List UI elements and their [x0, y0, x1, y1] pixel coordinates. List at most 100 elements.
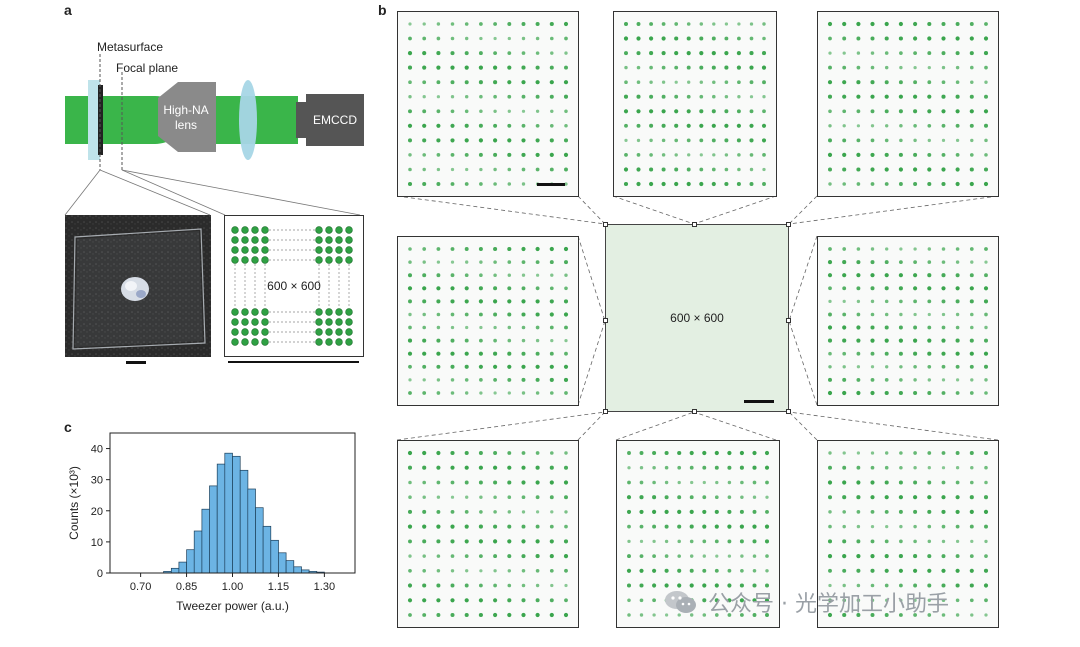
tweezer-spot	[535, 109, 540, 113]
tweezer-spot	[711, 181, 716, 187]
tweezer-spot	[714, 598, 719, 603]
schematic-spot	[251, 318, 259, 326]
tweezer-spot	[955, 325, 960, 330]
tweezer-spot	[493, 167, 497, 172]
tweezer-spot	[549, 138, 554, 143]
tweezer-spot	[649, 65, 653, 70]
tweezer-spot	[752, 480, 757, 485]
tweezer-spot	[535, 495, 540, 500]
tweezer-spot	[856, 338, 861, 343]
tweezer-spot	[699, 80, 703, 84]
tweezer-spot	[870, 480, 875, 485]
tweezer-spot	[749, 36, 754, 41]
panel-a-label: a	[64, 2, 72, 18]
tweezer-spot	[983, 509, 989, 514]
tweezer-spot	[422, 260, 426, 264]
tweezer-spot	[842, 338, 847, 343]
tweezer-spot	[422, 80, 427, 85]
tweezer-spot	[856, 260, 861, 265]
tweezer-spot	[711, 51, 716, 56]
schematic-spots	[231, 226, 353, 346]
tweezer-spot	[478, 524, 483, 529]
tweezer-spot	[724, 153, 729, 157]
tweezer-spot	[535, 21, 540, 27]
tweezer-spot	[941, 325, 946, 330]
tweezer-spot	[749, 22, 754, 26]
tweezer-spot	[842, 568, 847, 573]
lens-label-line1: High-NA	[163, 103, 209, 117]
tweezer-spot	[941, 80, 946, 85]
tweezer-spot	[898, 338, 903, 343]
tweezer-spot	[563, 80, 569, 85]
tweezer-spot	[493, 391, 497, 395]
tweezer-spot	[422, 391, 427, 395]
tweezer-spot	[549, 80, 554, 85]
tweezer-spot	[686, 123, 691, 128]
tweezer-spot	[842, 539, 847, 544]
x-axis-label: Tweezer power (a.u.)	[176, 599, 289, 613]
histogram-bar	[216, 463, 226, 574]
tweezer-spot	[507, 299, 512, 304]
tweezer-spot	[478, 465, 483, 470]
tweezer-spot	[639, 613, 644, 617]
tweezer-spot	[686, 51, 691, 56]
tweezer-spot	[941, 524, 946, 529]
tweezer-spot	[727, 539, 732, 544]
tweezer-spot	[955, 613, 960, 617]
tweezer-spot	[664, 480, 669, 485]
tweezer-spot	[737, 167, 741, 172]
tweezer-spot	[765, 495, 769, 499]
tweezer-spot	[984, 465, 988, 470]
tweezer-spot	[712, 94, 716, 99]
tweezer-spot	[464, 299, 469, 304]
tweezer-spot	[450, 351, 455, 356]
tweezer-spot	[898, 109, 903, 114]
tweezer-spot	[898, 80, 903, 85]
tweezer-spot	[422, 167, 426, 172]
tweezer-spot	[842, 260, 847, 265]
tweezer-spot	[828, 124, 832, 128]
schematic-spot	[315, 308, 323, 316]
tweezer-spot	[464, 598, 469, 603]
tweezer-spot	[549, 568, 554, 573]
tweezer-spot	[856, 451, 861, 455]
tweezer-spot	[436, 391, 441, 395]
tweezer-spot	[884, 325, 889, 330]
tweezer-spot	[827, 152, 833, 157]
tweezer-spot	[765, 583, 769, 588]
tweezer-spot	[478, 138, 483, 143]
tweezer-spot	[478, 123, 483, 128]
tweezer-spot	[828, 451, 832, 455]
tweezer-spot	[450, 509, 455, 514]
tweezer-spot	[493, 51, 498, 56]
tweezer-spot	[408, 613, 412, 617]
tweezer-spot	[727, 524, 732, 529]
tweezer-spot	[913, 480, 918, 485]
tweezer-spot	[983, 167, 989, 172]
tweezer-spot	[941, 273, 946, 278]
tweezer-spot	[884, 554, 889, 559]
tweezer-spot	[740, 554, 744, 558]
tweezer-spot	[436, 325, 441, 330]
tweezer-spot	[828, 286, 832, 291]
tweezer-spot	[913, 583, 918, 588]
tweezer-spot	[493, 325, 497, 330]
tweezer-spot	[549, 94, 554, 99]
tweezer-spot	[563, 377, 569, 382]
schematic-spot	[315, 338, 323, 346]
tweezer-spot	[969, 598, 974, 603]
tweezer-spot	[652, 539, 656, 544]
tweezer-spot	[828, 182, 832, 186]
schematic-spot	[261, 328, 269, 336]
tweezer-spot	[702, 568, 707, 573]
tweezer-spot	[749, 80, 754, 85]
tweezer-spot	[749, 109, 754, 114]
tweezer-spot	[711, 123, 716, 128]
tweezer-spot	[408, 391, 412, 395]
tweezer-spot	[661, 181, 666, 187]
tweezer-spot	[885, 524, 889, 529]
tweezer-spot	[521, 22, 526, 26]
tweezer-spot	[736, 51, 741, 56]
tweezer-spot	[450, 260, 455, 264]
tweezer-spot	[970, 613, 974, 617]
